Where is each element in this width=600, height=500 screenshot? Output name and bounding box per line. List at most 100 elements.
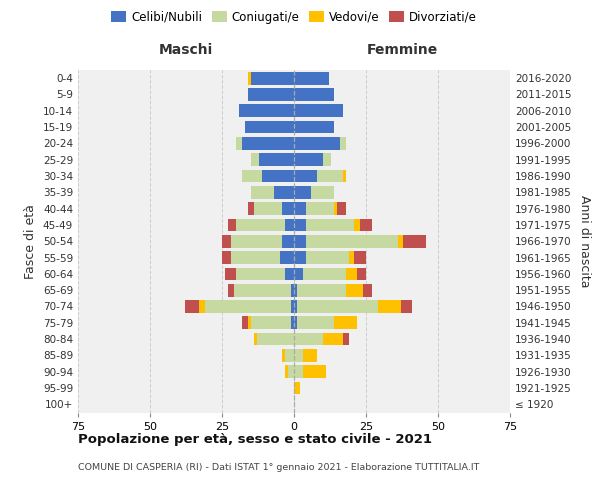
- Bar: [323, 332, 343, 345]
- Bar: [236, 137, 242, 150]
- Bar: [245, 120, 294, 134]
- Bar: [248, 202, 254, 215]
- Bar: [302, 268, 346, 280]
- Bar: [363, 284, 372, 296]
- Bar: [377, 300, 401, 313]
- Bar: [236, 268, 286, 280]
- Bar: [248, 88, 294, 101]
- Bar: [205, 300, 291, 313]
- Bar: [294, 154, 323, 166]
- Bar: [199, 300, 205, 313]
- Bar: [283, 235, 294, 248]
- Bar: [239, 104, 294, 117]
- Bar: [305, 202, 334, 215]
- Bar: [294, 284, 297, 296]
- Bar: [233, 284, 291, 296]
- Bar: [228, 284, 233, 296]
- Bar: [248, 316, 251, 329]
- Bar: [323, 154, 331, 166]
- Bar: [346, 268, 358, 280]
- Bar: [343, 332, 349, 345]
- Text: Femmine: Femmine: [367, 43, 437, 57]
- Bar: [291, 316, 294, 329]
- Bar: [294, 72, 329, 85]
- Bar: [259, 154, 294, 166]
- Bar: [251, 186, 274, 198]
- Bar: [305, 251, 349, 264]
- Text: Maschi: Maschi: [159, 43, 213, 57]
- Bar: [222, 235, 230, 248]
- Bar: [283, 349, 286, 362]
- Bar: [294, 300, 297, 313]
- Bar: [294, 332, 323, 345]
- Bar: [280, 251, 294, 264]
- Bar: [349, 251, 355, 264]
- Bar: [294, 88, 334, 101]
- Bar: [274, 186, 294, 198]
- Bar: [334, 316, 358, 329]
- Bar: [334, 202, 337, 215]
- Bar: [294, 104, 343, 117]
- Y-axis label: Fasce di età: Fasce di età: [25, 204, 37, 279]
- Bar: [242, 170, 262, 182]
- Legend: Celibi/Nubili, Coniugati/e, Vedovi/e, Divorziati/e: Celibi/Nubili, Coniugati/e, Vedovi/e, Di…: [106, 6, 482, 28]
- Bar: [294, 202, 305, 215]
- Text: Popolazione per età, sesso e stato civile - 2021: Popolazione per età, sesso e stato civil…: [78, 432, 432, 446]
- Bar: [254, 332, 257, 345]
- Bar: [297, 284, 346, 296]
- Bar: [251, 154, 259, 166]
- Bar: [294, 235, 305, 248]
- Bar: [251, 316, 291, 329]
- Bar: [283, 202, 294, 215]
- Bar: [291, 284, 294, 296]
- Bar: [302, 349, 317, 362]
- Bar: [294, 382, 300, 394]
- Bar: [340, 137, 346, 150]
- Bar: [242, 137, 294, 150]
- Bar: [236, 218, 286, 232]
- Bar: [305, 235, 398, 248]
- Bar: [225, 268, 236, 280]
- Bar: [403, 235, 427, 248]
- Bar: [358, 268, 366, 280]
- Bar: [262, 170, 294, 182]
- Bar: [228, 218, 236, 232]
- Bar: [294, 251, 305, 264]
- Bar: [294, 316, 297, 329]
- Bar: [294, 366, 302, 378]
- Bar: [291, 300, 294, 313]
- Bar: [248, 72, 251, 85]
- Bar: [355, 218, 360, 232]
- Bar: [355, 251, 366, 264]
- Bar: [251, 72, 294, 85]
- Bar: [286, 349, 294, 362]
- Bar: [317, 170, 343, 182]
- Bar: [286, 366, 288, 378]
- Bar: [302, 366, 326, 378]
- Bar: [294, 137, 340, 150]
- Bar: [230, 235, 283, 248]
- Bar: [185, 300, 199, 313]
- Bar: [305, 218, 355, 232]
- Bar: [294, 268, 302, 280]
- Bar: [294, 170, 317, 182]
- Bar: [294, 349, 302, 362]
- Bar: [297, 316, 334, 329]
- Bar: [337, 202, 346, 215]
- Bar: [297, 300, 377, 313]
- Bar: [294, 218, 305, 232]
- Bar: [254, 202, 283, 215]
- Bar: [230, 251, 280, 264]
- Bar: [286, 218, 294, 232]
- Bar: [286, 268, 294, 280]
- Bar: [288, 366, 294, 378]
- Bar: [398, 235, 403, 248]
- Bar: [294, 186, 311, 198]
- Y-axis label: Anni di nascita: Anni di nascita: [578, 195, 591, 288]
- Bar: [222, 251, 230, 264]
- Bar: [343, 170, 346, 182]
- Bar: [401, 300, 412, 313]
- Bar: [242, 316, 248, 329]
- Bar: [346, 284, 363, 296]
- Bar: [311, 186, 334, 198]
